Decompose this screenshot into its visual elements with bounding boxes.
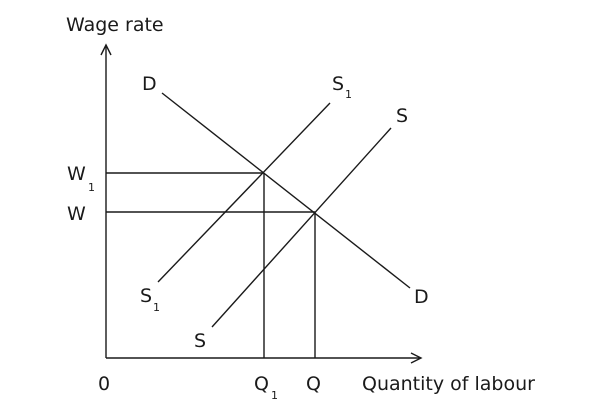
x-axis-title: Quantity of labour (362, 373, 535, 395)
y-axis-title: Wage rate (66, 14, 164, 36)
demand-label-bottom: D (414, 286, 429, 308)
w1-label-subscript: 1 (88, 181, 95, 194)
x-axis-arrowhead (410, 352, 423, 364)
supply1-label-bottom-subscript: 1 (153, 301, 160, 314)
q1-label: Q (254, 373, 269, 395)
origin-label: 0 (98, 373, 110, 395)
supply1-label-top-subscript: 1 (345, 88, 352, 101)
supply-label-top: S (396, 105, 408, 127)
w1-label: W (67, 163, 86, 185)
supply-curve-s (211, 127, 392, 328)
supply-label-bottom: S (194, 330, 206, 352)
q1-label-subscript: 1 (271, 389, 278, 402)
w-label: W (67, 203, 86, 225)
demand-curve (161, 92, 411, 289)
supply-curve-s1 (157, 102, 331, 283)
demand-label-top: D (142, 73, 157, 95)
q-label: Q (306, 373, 321, 395)
supply1-label-top: S (332, 73, 344, 95)
supply1-label-bottom: S (140, 285, 152, 307)
y-axis-arrowhead (100, 43, 112, 56)
